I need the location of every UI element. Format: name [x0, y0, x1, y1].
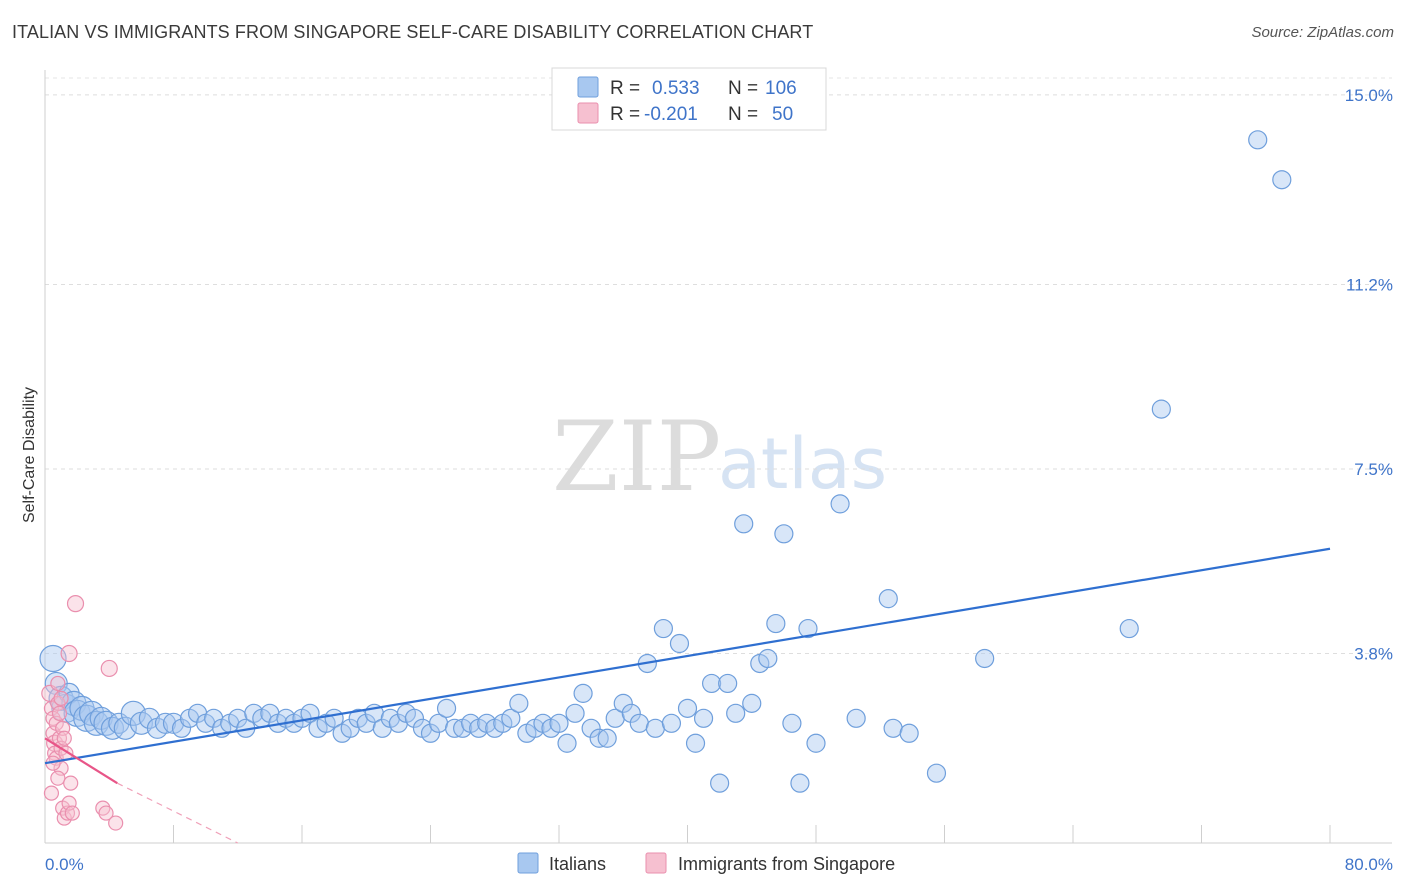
- italians-point: [565, 703, 585, 723]
- legend-n-label: N =: [728, 78, 758, 99]
- singapore-point: [43, 785, 60, 801]
- italians-point: [645, 718, 665, 738]
- italians-point: [758, 648, 778, 669]
- singapore-point: [50, 675, 66, 692]
- italians-point: [501, 708, 521, 728]
- italians-point: [404, 708, 425, 728]
- legend-swatch-italians: [577, 76, 599, 98]
- y-tick-label: 11.2%: [1346, 275, 1393, 294]
- italians-point: [1272, 170, 1292, 190]
- singapore-point: [53, 690, 69, 706]
- italians-point: [661, 713, 682, 733]
- italians-point: [629, 713, 649, 733]
- legend-n-label: N =: [728, 104, 758, 125]
- legend-swatch-singapore: [577, 102, 599, 124]
- italians-point: [621, 703, 641, 723]
- italians-trend-line: [44, 547, 1331, 765]
- bottom-legend-italians: Italians: [549, 854, 606, 874]
- watermark-atlas: atlas: [718, 423, 887, 505]
- italians-point: [1151, 399, 1171, 419]
- singapore-point: [66, 595, 85, 613]
- legend-n-value: 106: [765, 78, 797, 99]
- singapore-point: [56, 730, 72, 746]
- italians-point: [846, 708, 866, 728]
- italians-point: [790, 773, 810, 793]
- bottom-legend-singapore: Immigrants from Singapore: [678, 854, 895, 874]
- bottom-legend-swatch-italians: [517, 852, 539, 874]
- italians-point: [883, 718, 903, 738]
- legend-r-label: R =: [610, 104, 640, 125]
- italians-point: [509, 693, 529, 713]
- italians-point: [549, 713, 569, 733]
- italians-point: [899, 723, 919, 743]
- italians-point: [420, 723, 441, 743]
- chart-title: ITALIAN VS IMMIGRANTS FROM SINGAPORE SEL…: [12, 22, 814, 42]
- italians-point: [581, 718, 601, 738]
- singapore-point: [108, 815, 124, 831]
- y-tick-label: 7.5%: [1354, 460, 1393, 479]
- italians-point: [774, 524, 794, 544]
- singapore-point: [98, 805, 114, 821]
- y-tick-label: 15.0%: [1345, 86, 1393, 105]
- italians-point: [597, 728, 617, 748]
- bottom-legend-swatch-singapore: [645, 852, 667, 874]
- trend-lines: [44, 547, 1331, 844]
- singapore-trend-line: [44, 737, 118, 785]
- italians-point: [613, 693, 633, 713]
- italians-point: [878, 589, 898, 609]
- italians-point: [589, 728, 609, 748]
- italians-point: [677, 698, 698, 718]
- watermark-zip: ZIP: [552, 401, 721, 513]
- italians-point: [171, 718, 192, 738]
- italians-point: [436, 698, 457, 718]
- italians-point: [669, 633, 690, 654]
- singapore-point: [100, 659, 118, 678]
- italians-point: [1119, 618, 1139, 639]
- singapore-point: [51, 705, 68, 721]
- italians-point: [710, 773, 730, 793]
- italians-point: [1248, 130, 1268, 150]
- italians-point: [782, 713, 802, 733]
- italians-point: [693, 708, 714, 728]
- legend-r-label: R =: [610, 78, 640, 99]
- bottom-legend: Italians Immigrants from Singapore: [517, 852, 895, 874]
- italians-point: [766, 613, 786, 634]
- grid: [45, 77, 1392, 654]
- watermark: ZIP atlas: [552, 401, 887, 513]
- italians-point: [742, 693, 762, 713]
- singapore-trend-extension: [117, 782, 239, 844]
- italians-point: [830, 494, 850, 514]
- italians-point: [573, 683, 593, 703]
- italians-point: [975, 648, 995, 669]
- legend: R = 0.533 N = 106 R = -0.201 N = 50: [551, 67, 827, 131]
- italians-point: [798, 618, 818, 639]
- series-italians: [39, 130, 1292, 793]
- y-axis-label: Self-Care Disability: [21, 387, 38, 523]
- singapore-point: [64, 805, 80, 821]
- y-tick-label: 3.8%: [1354, 644, 1393, 663]
- x-tick-label: 0.0%: [45, 855, 84, 874]
- singapore-point: [50, 770, 66, 786]
- chart-source: Source: ZipAtlas.com: [1251, 24, 1394, 41]
- italians-point: [806, 733, 826, 753]
- legend-r-value: -0.201: [644, 104, 698, 125]
- legend-n-value: 50: [772, 104, 793, 125]
- italians-point: [718, 673, 738, 694]
- italians-point: [726, 703, 746, 723]
- italians-point: [154, 712, 177, 734]
- italians-point: [926, 763, 947, 783]
- singapore-point: [63, 775, 79, 791]
- axes: 3.8% 7.5% 11.2% 15.0% 0.0% 80.0%: [44, 70, 1393, 874]
- italians-point: [557, 733, 577, 753]
- italians-point: [39, 644, 67, 673]
- italians-point: [701, 673, 722, 694]
- legend-r-value: 0.533: [652, 78, 700, 99]
- italians-point: [734, 514, 754, 534]
- italians-point: [685, 733, 706, 753]
- singapore-point: [60, 644, 78, 663]
- x-tick-label: 80.0%: [1345, 855, 1393, 874]
- italians-point: [653, 618, 674, 639]
